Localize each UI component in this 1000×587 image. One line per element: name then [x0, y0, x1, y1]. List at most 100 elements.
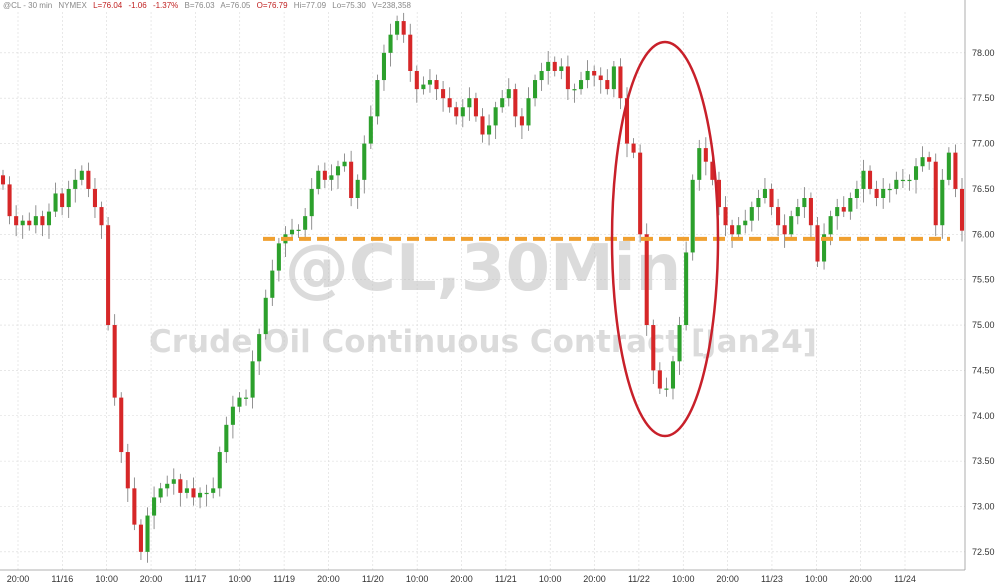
candle-body — [355, 179, 360, 198]
candle-body — [92, 188, 97, 208]
candle-body — [152, 497, 157, 516]
x-tick-label: 20:00 — [317, 574, 340, 584]
header-last: L=76.04 — [93, 1, 123, 10]
header-open: O=76.79 — [257, 1, 288, 10]
candle-body — [421, 84, 426, 90]
candle-body — [217, 452, 222, 489]
x-tick-label: 11/24 — [894, 574, 916, 584]
candle-body — [874, 188, 879, 198]
x-tick-label: 11/19 — [273, 574, 295, 584]
x-tick-label: 11/21 — [495, 574, 517, 584]
y-tick-label: 76.50 — [972, 184, 995, 194]
candle-body — [434, 80, 439, 90]
candle-body — [296, 229, 301, 231]
candle-body — [211, 488, 216, 493]
y-tick-label: 72.50 — [972, 547, 995, 557]
candle-body — [381, 52, 387, 81]
candle-body — [546, 61, 551, 71]
x-tick-label: 20:00 — [849, 574, 872, 584]
candle-body — [224, 424, 229, 453]
candle-body — [907, 179, 912, 182]
x-tick-label: 11/20 — [362, 574, 384, 584]
candle-body — [618, 66, 623, 99]
candle-body — [900, 179, 905, 182]
candle-body — [644, 234, 649, 326]
candle-body — [664, 388, 669, 390]
candle-body — [243, 397, 249, 399]
candle-body — [927, 157, 932, 162]
candle-body — [53, 193, 58, 212]
x-tick-label: 10:00 — [672, 574, 695, 584]
candle-body — [322, 170, 327, 180]
candle-body — [20, 220, 25, 226]
header-high: Hi=77.09 — [294, 1, 327, 10]
candle-body — [191, 488, 196, 498]
candle-body — [913, 166, 919, 180]
x-tick-label: 10:00 — [95, 574, 118, 584]
candle-body — [125, 452, 130, 489]
candle-body — [789, 216, 794, 235]
candle-body — [454, 107, 459, 117]
candle-body — [46, 211, 52, 226]
candle-body — [677, 325, 682, 362]
candle-body — [329, 175, 334, 180]
candle-body — [112, 325, 117, 398]
candle-body — [894, 179, 899, 189]
candle-body — [66, 188, 71, 208]
highlight-ellipse — [610, 40, 720, 438]
header-pct: -1.37% — [153, 1, 178, 10]
header-exchange: NYMEX — [58, 1, 87, 10]
watermark-name: Crude Oil Continuous Contract [Jan24] — [149, 324, 817, 360]
candle-body — [743, 220, 748, 226]
candle-body — [460, 107, 465, 117]
candle-body — [854, 188, 859, 198]
candle-body — [33, 216, 38, 226]
x-tick-label: 11/16 — [51, 574, 73, 584]
candle-body — [782, 225, 787, 235]
candle-body — [14, 216, 19, 226]
candle-body — [204, 492, 209, 495]
candle-body — [736, 225, 741, 235]
candle-body — [841, 207, 846, 212]
candle-body — [657, 370, 662, 389]
candle-body — [145, 515, 150, 552]
candle-body — [132, 488, 137, 525]
grid — [0, 0, 966, 571]
candle-body — [79, 170, 84, 180]
candle-body — [316, 170, 321, 189]
candle-body — [953, 152, 958, 189]
candle-body — [815, 225, 820, 262]
candle-body — [119, 397, 124, 453]
header-ticker: @CL - 30 min — [3, 1, 52, 10]
candle-body — [388, 34, 393, 53]
candle-body — [480, 116, 485, 135]
candle-body — [171, 479, 176, 484]
candle-body — [60, 193, 65, 208]
candle-body — [487, 125, 492, 135]
x-tick-label: 10:00 — [228, 574, 251, 584]
candle-body — [473, 98, 478, 117]
candle-body — [165, 483, 170, 489]
candle-body — [670, 361, 676, 389]
candle-body — [835, 207, 840, 217]
x-tick-label: 20:00 — [7, 574, 30, 584]
x-tick-label: 11/17 — [184, 574, 206, 584]
candle-body — [585, 70, 590, 81]
candle-body — [828, 216, 833, 235]
x-tick-label: 11/23 — [761, 574, 783, 584]
candle-body — [86, 170, 91, 189]
candle-body — [375, 80, 380, 117]
candle-body — [611, 66, 616, 90]
candle-body — [716, 179, 722, 208]
quote-header: @CL - 30 min NYMEX L=76.04 -1.06 -1.37% … — [3, 1, 412, 10]
candle-body — [578, 80, 584, 90]
y-tick-label: 76.00 — [972, 229, 995, 239]
candle-body — [795, 207, 800, 217]
x-tick-label: 20:00 — [450, 574, 473, 584]
y-tick-label: 73.00 — [972, 501, 995, 511]
candle-body — [362, 143, 367, 180]
candle-body — [887, 188, 892, 191]
y-tick-label: 75.50 — [972, 275, 995, 285]
candle-body — [946, 152, 951, 180]
